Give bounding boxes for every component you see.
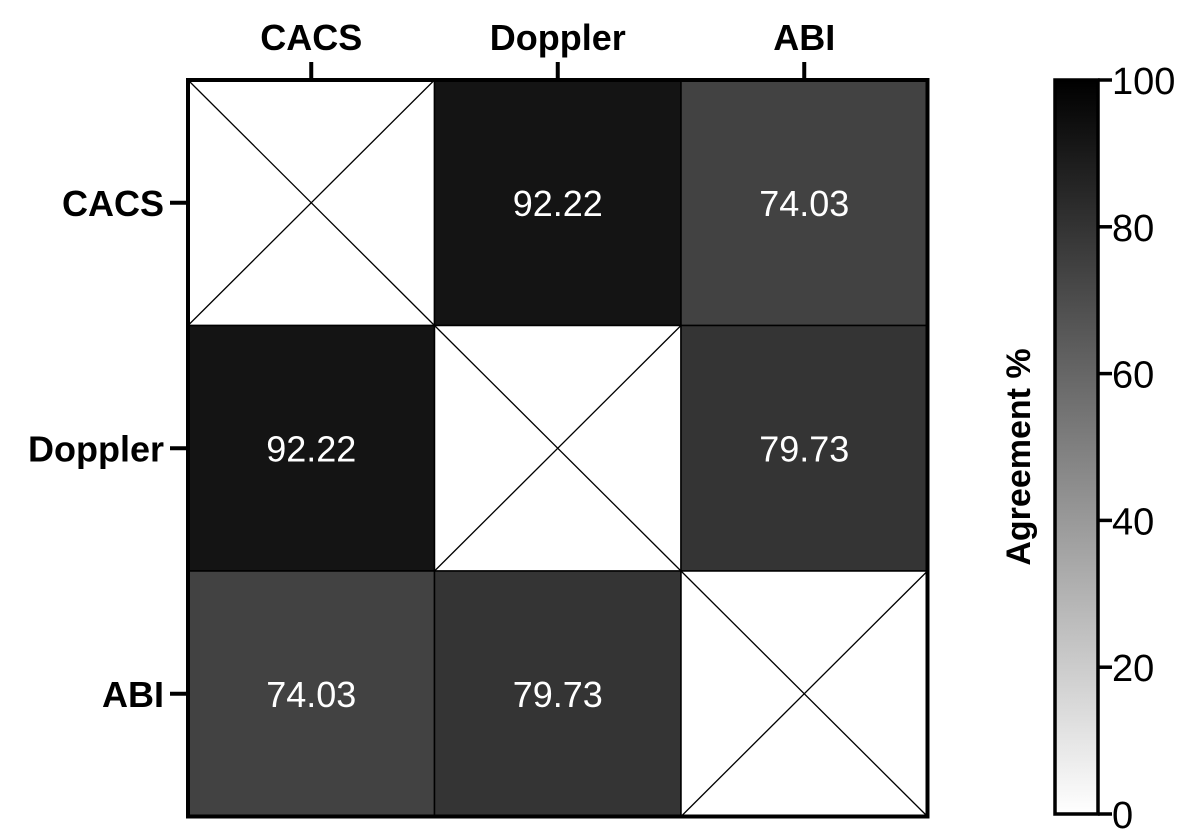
row-label-abi: ABI (102, 674, 164, 715)
cell-doppler-cacs (187, 324, 436, 572)
colorbar-tick-label-40: 40 (1112, 501, 1154, 543)
cell-cacs-abi (680, 79, 929, 327)
column-axis: CACS Doppler ABI (260, 17, 835, 80)
cell-abi-doppler-value-label: 79.73 (513, 674, 603, 715)
col-label-doppler: Doppler (490, 17, 626, 58)
cell-doppler-cacs-value-label: 92.22 (266, 428, 356, 469)
row-label-doppler: Doppler (28, 428, 164, 469)
cell-abi-cacs-value-label: 74.03 (266, 674, 356, 715)
cell-doppler-abi-value-label: 79.73 (759, 428, 849, 469)
colorbar-gradient (1053, 78, 1100, 816)
colorbar: 0 20 40 60 80 100 Agreement % (1000, 61, 1175, 831)
row-label-cacs: CACS (62, 183, 164, 224)
colorbar-tick-label-100: 100 (1112, 61, 1175, 103)
colorbar-tick-label-80: 80 (1112, 208, 1154, 250)
colorbar-tick-label-0: 0 (1112, 795, 1133, 831)
heatmap-cells: 92.22 74.03 92.22 79.73 74.03 79.73 (186, 78, 930, 819)
cell-cacs-cacs-cross-line-b (187, 79, 435, 326)
cell-doppler-doppler-cross-line-b (434, 325, 682, 572)
col-label-abi: ABI (773, 17, 835, 58)
cell-doppler-abi (680, 324, 929, 572)
col-label-cacs: CACS (260, 17, 362, 58)
colorbar-title: Agreement % (1000, 348, 1038, 565)
row-axis: CACS Doppler ABI (28, 183, 188, 715)
cell-abi-abi-cross-line-b (680, 570, 928, 817)
colorbar-tick-label-60: 60 (1112, 355, 1154, 397)
cell-cacs-abi-value-label: 74.03 (759, 183, 849, 224)
cell-abi-cacs (187, 570, 436, 818)
cell-cacs-doppler-value-label: 92.22 (513, 183, 603, 224)
colorbar-tick-label-20: 20 (1112, 648, 1154, 690)
